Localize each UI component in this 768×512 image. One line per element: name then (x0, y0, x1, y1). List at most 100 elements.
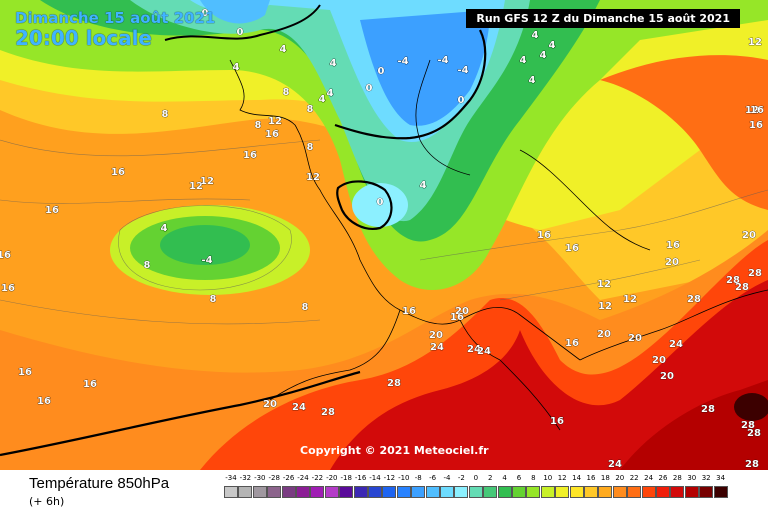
scale-tick-label: 0 (473, 474, 479, 482)
isotherm-label: 12 (200, 176, 214, 187)
scale-tick-label: -6 (429, 474, 437, 482)
isotherm-label: 24 (608, 459, 622, 470)
scale-swatch (497, 486, 512, 498)
isotherm-label: 16 (565, 243, 579, 254)
scale-tick-label: -26 (282, 474, 295, 482)
scale-swatch (598, 486, 613, 498)
isotherm-label: 4 (540, 50, 547, 61)
isotherm-label: 12 (189, 181, 203, 192)
isotherm-label: 4 (319, 94, 326, 105)
isotherm-label: 8 (255, 120, 262, 131)
isotherm-label: 16 (565, 338, 579, 349)
isotherm-labels: 00444844812168168121612128164-4888161616… (0, 8, 764, 470)
isotherm-label: 0 (237, 27, 244, 38)
isotherm-label: 16 (537, 230, 551, 241)
scale-tick-label: -32 (239, 474, 252, 482)
isotherm-label: 0 (377, 197, 384, 208)
isotherm-label: 12 (745, 105, 759, 116)
scale-swatch (411, 486, 426, 498)
isotherm-label: 8 (144, 260, 151, 271)
scale-swatch (324, 486, 339, 498)
isotherm-label: 4 (233, 62, 240, 73)
scale-swatch (296, 486, 310, 498)
very-hot-zone (330, 280, 768, 470)
isotherm-label: 0 (458, 95, 465, 106)
isotherm-label: 20 (742, 230, 756, 241)
isotherm-label: 20 (455, 306, 469, 317)
scale-swatch (526, 486, 541, 498)
scale-swatch (252, 486, 267, 498)
scale-swatch (267, 486, 282, 498)
isotherm-label: 28 (748, 268, 762, 279)
isotherm-label: 8 (307, 104, 314, 115)
isotherm-label: 8 (210, 294, 217, 305)
isotherm-label: 12 (748, 37, 762, 48)
isotherm-label: -4 (397, 56, 408, 67)
isotherm-label: 28 (321, 407, 335, 418)
scale-swatch (670, 486, 685, 498)
isotherm-label: 0 (366, 83, 373, 94)
isotherm-label: 16 (18, 367, 32, 378)
scale-tick-label: 20 (615, 474, 625, 482)
isotherm-label: 24 (477, 346, 491, 357)
isotherm-label: 12 (623, 294, 637, 305)
scale-tick-label: -8 (414, 474, 422, 482)
isotherm-label: 12 (597, 279, 611, 290)
scale-tick-label: 24 (644, 474, 654, 482)
scale-swatch (612, 486, 627, 498)
isotherm-label: 16 (111, 167, 125, 178)
isotherm-label: 20 (597, 329, 611, 340)
isotherm-label: 28 (747, 428, 761, 439)
isotherm-label: 0 (202, 8, 209, 19)
scale-tick-label: -20 (326, 474, 338, 482)
isotherm-label: 16 (749, 120, 763, 131)
scale-tick-label: -2 (457, 474, 465, 482)
isotherm-label: 16 (45, 205, 59, 216)
scale-tick-label: 18 (600, 474, 610, 482)
isotherm-label: 28 (701, 404, 715, 415)
isotherm-label: 20 (652, 355, 666, 366)
isotherm-label: 4 (161, 223, 168, 234)
isotherm-0-loop (336, 180, 393, 230)
isotherm-label: 20 (628, 333, 642, 344)
isotherm-label: -4 (457, 65, 468, 76)
isotherm-label: 28 (726, 275, 740, 286)
isotherm-label: 24 (430, 342, 444, 353)
isotherm-label: 0 (378, 66, 385, 77)
scale-tick-label: 28 (672, 474, 682, 482)
isotherm-label: 16 (37, 396, 51, 407)
isotherm-label: 16 (0, 250, 11, 261)
isotherm-label: 4 (529, 75, 536, 86)
isotherm-label: 4 (520, 55, 527, 66)
extreme-core (734, 393, 768, 421)
isotherm-label: 28 (735, 282, 749, 293)
scale-swatch (238, 486, 253, 498)
isotherm-label: 16 (666, 240, 680, 251)
isotherm-label: 8 (283, 87, 290, 98)
isotherm-label: 24 (467, 344, 481, 355)
isotherm-label: 16 (550, 416, 564, 427)
scale-swatch (339, 486, 354, 498)
scale-swatch (440, 486, 454, 498)
scale-tick-label: -28 (268, 474, 280, 482)
scale-swatch (454, 486, 469, 498)
scale-tick-label: 32 (701, 474, 711, 482)
isotherm-label: 16 (402, 306, 416, 317)
scale-tick-label: 10 (543, 474, 553, 482)
scale-tick-label: 2 (487, 474, 493, 482)
scale-swatch (540, 486, 555, 498)
scale-tick-label: -24 (297, 474, 309, 482)
scale-swatch (224, 486, 238, 498)
scale-tick-label: 8 (531, 474, 536, 482)
isotherm-0-north (164, 4, 321, 41)
scale-swatch (656, 486, 670, 498)
scale-tick-label: -14 (369, 474, 381, 482)
isotherm-label: 16 (750, 105, 764, 116)
isotherm-label: 4 (280, 44, 287, 55)
isotherm-label: 4 (532, 30, 539, 41)
scale-swatch (627, 486, 642, 498)
coastlines (229, 59, 768, 431)
scale-tick-label: -18 (340, 474, 352, 482)
contour-lines (0, 139, 768, 325)
isotherm-label: 12 (268, 116, 282, 127)
